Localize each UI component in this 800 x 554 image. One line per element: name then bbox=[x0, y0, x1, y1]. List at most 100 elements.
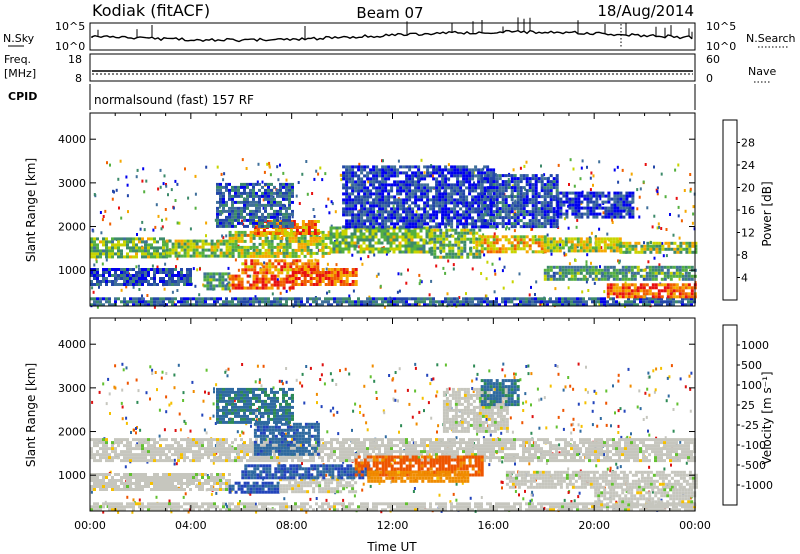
power-echo-cell bbox=[552, 243, 556, 247]
power-echo-cell bbox=[453, 189, 457, 193]
power-echo-cell bbox=[368, 244, 372, 248]
power-speckle bbox=[540, 164, 542, 168]
power-echo-cell bbox=[354, 171, 358, 175]
power-echo-cell bbox=[105, 249, 108, 253]
power-echo-cell bbox=[450, 165, 454, 169]
power-echo-cell bbox=[120, 249, 123, 253]
power-echo-cell bbox=[327, 297, 330, 301]
power-echo-cell bbox=[363, 210, 367, 214]
power-echo-cell bbox=[687, 274, 691, 278]
power-echo-cell bbox=[105, 271, 108, 274]
power-echo-cell bbox=[228, 239, 232, 243]
power-echo-cell bbox=[492, 186, 496, 190]
power-echo-cell bbox=[579, 246, 583, 250]
power-echo-cell bbox=[105, 255, 108, 259]
power-echo-cell bbox=[414, 213, 418, 217]
power-echo-cell bbox=[619, 206, 623, 210]
power-echo-cell bbox=[144, 240, 147, 244]
power-echo-cell bbox=[375, 216, 379, 220]
power-echo-cell bbox=[552, 210, 556, 214]
power-echo-cell bbox=[436, 234, 440, 238]
power-echo-cell bbox=[411, 225, 415, 229]
power-echo-cell bbox=[363, 168, 367, 172]
power-echo-cell bbox=[528, 183, 532, 187]
power-echo-cell bbox=[480, 297, 483, 301]
power-echo-cell bbox=[597, 268, 601, 272]
power-echo-cell bbox=[495, 183, 499, 187]
power-echo-cell bbox=[132, 274, 135, 277]
power-echo-cell bbox=[480, 183, 484, 187]
power-echo-cell bbox=[537, 177, 541, 181]
power-echo-cell bbox=[210, 248, 214, 252]
power-echo-cell bbox=[318, 236, 322, 240]
power-echo-cell bbox=[495, 174, 499, 178]
power-echo-cell bbox=[612, 277, 616, 281]
power-echo-cell bbox=[304, 229, 308, 232]
power-echo-cell bbox=[381, 195, 385, 199]
power-echo-cell bbox=[249, 300, 252, 304]
power-echo-cell bbox=[414, 222, 418, 226]
power-speckle bbox=[358, 245, 361, 249]
power-echo-cell bbox=[117, 277, 120, 280]
power-speckle bbox=[142, 167, 145, 171]
power-echo-cell bbox=[433, 255, 437, 259]
power-echo-cell bbox=[399, 165, 403, 169]
power-echo-cell bbox=[489, 192, 493, 196]
power-echo-cell bbox=[561, 274, 565, 278]
power-echo-cell bbox=[120, 255, 123, 259]
power-echo-cell bbox=[416, 250, 420, 254]
power-echo-cell bbox=[111, 268, 114, 271]
power-echo-cell bbox=[360, 300, 363, 304]
power-echo-cell bbox=[111, 303, 114, 307]
power-echo-cell bbox=[430, 231, 434, 235]
freq-left-label-line1: Freq. bbox=[4, 53, 31, 66]
power-speckle bbox=[276, 165, 279, 169]
power-echo-cell bbox=[252, 274, 256, 278]
power-echo-cell bbox=[549, 277, 553, 281]
power-echo-cell bbox=[246, 194, 249, 198]
power-echo-cell bbox=[261, 280, 265, 284]
power-echo-cell bbox=[525, 235, 529, 239]
power-speckle bbox=[285, 178, 288, 182]
power-echo-cell bbox=[310, 265, 314, 269]
power-echo-cell bbox=[243, 191, 246, 195]
power-echo-cell bbox=[252, 212, 255, 216]
power-echo-cell bbox=[660, 289, 664, 293]
power-echo-cell bbox=[645, 274, 649, 278]
power-echo-cell bbox=[442, 240, 446, 244]
power-echo-cell bbox=[486, 219, 490, 223]
power-echo-cell bbox=[407, 247, 411, 251]
power-echo-cell bbox=[607, 200, 611, 204]
power-echo-cell bbox=[477, 225, 481, 229]
power-echo-cell bbox=[96, 283, 99, 286]
power-echo-cell bbox=[456, 201, 460, 205]
power-echo-cell bbox=[168, 271, 171, 274]
power-echo-cell bbox=[451, 255, 455, 259]
power-echo-cell bbox=[335, 235, 339, 239]
power-speckle bbox=[139, 227, 142, 231]
power-echo-cell bbox=[574, 212, 578, 216]
power-echo-cell bbox=[307, 229, 311, 232]
power-echo-cell bbox=[345, 177, 349, 181]
power-echo-cell bbox=[256, 229, 260, 232]
power-echo-cell bbox=[679, 244, 683, 248]
power-echo-cell bbox=[405, 201, 409, 205]
power-echo-cell bbox=[606, 243, 610, 247]
power-echo-cell bbox=[219, 254, 223, 258]
power-echo-cell bbox=[225, 239, 229, 243]
power-echo-cell bbox=[147, 274, 150, 277]
power-speckle bbox=[677, 163, 680, 167]
power-echo-cell bbox=[309, 277, 313, 280]
power-echo-cell bbox=[534, 183, 538, 187]
power-echo-cell bbox=[273, 274, 277, 278]
power-echo-cell bbox=[144, 280, 147, 283]
power-echo-cell bbox=[398, 247, 402, 251]
power-speckle bbox=[340, 178, 343, 182]
power-echo-cell bbox=[392, 229, 396, 233]
power-speckle bbox=[574, 259, 577, 262]
power-echo-cell bbox=[408, 213, 412, 217]
power-echo-cell bbox=[579, 303, 582, 307]
power-echo-cell bbox=[285, 251, 289, 255]
power-echo-cell bbox=[282, 286, 286, 290]
power-echo-cell bbox=[270, 194, 273, 198]
